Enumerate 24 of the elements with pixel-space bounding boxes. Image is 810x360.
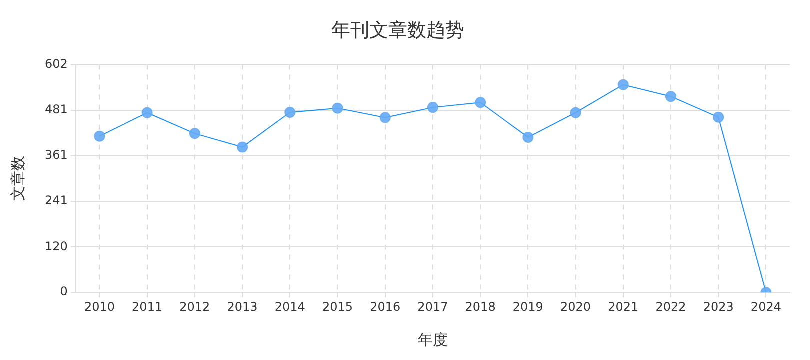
y-tick-label: 602 [45,56,68,71]
y-tick-label: 120 [45,239,68,254]
x-tick-label: 2011 [132,300,163,314]
x-tick-label: 2024 [750,300,782,314]
chart-title: 年刊文章数趋势 [332,19,464,42]
y-axis-title: 文章数 [8,156,27,202]
x-tick-label: 2015 [322,300,354,314]
x-tick-label: 2014 [274,300,306,314]
y-tick-label: 361 [45,148,68,162]
x-tick-label: 2023 [703,300,734,314]
x-tick-label: 2012 [180,300,210,314]
y-tick-label: 481 [45,102,68,117]
x-tick-label: 2016 [370,300,401,314]
x-tick-label: 2017 [418,300,448,314]
y-tick-label: 0 [60,284,68,299]
x-tick-label: 2010 [84,300,115,314]
x-tick-label: 2018 [465,300,496,314]
y-tick-label: 241 [45,194,68,208]
x-tick-label: 2020 [560,300,592,314]
x-tick-label: 2022 [656,300,686,314]
x-tick-label: 2021 [608,300,639,314]
x-axis-title: 年度 [418,330,448,349]
x-tick-label: 2019 [512,300,544,314]
x-tick-label: 2013 [227,300,258,314]
